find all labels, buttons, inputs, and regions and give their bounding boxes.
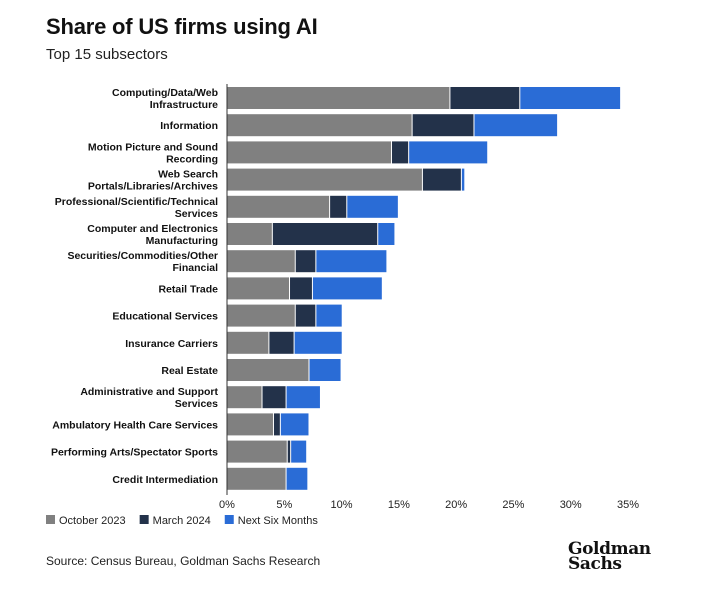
legend-swatch: [46, 515, 55, 524]
category-label: Ambulatory Health Care Services: [52, 419, 218, 431]
bar-segment: [409, 141, 488, 164]
bar-segment: [227, 440, 287, 463]
legend-label: Next Six Months: [238, 515, 319, 527]
category-label: Retail Trade: [158, 283, 218, 295]
bar-segment: [295, 250, 316, 273]
legend-label: March 2024: [153, 515, 211, 527]
x-tick-label: 0%: [219, 499, 235, 511]
category-label: Web Search: [158, 169, 218, 181]
category-label: Performing Arts/Spectator Sports: [51, 447, 218, 459]
bar-segment: [227, 304, 295, 327]
category-label: Services: [175, 208, 218, 220]
source-note: Source: Census Bureau, Goldman Sachs Res…: [46, 554, 321, 568]
bar-segment: [227, 359, 309, 381]
logo-line-2: Sachs: [568, 554, 622, 574]
bar-segment: [269, 331, 294, 354]
bar-segment: [227, 223, 272, 245]
bar-segment: [286, 467, 308, 490]
x-tick-label: 10%: [331, 499, 353, 511]
category-label: Insurance Carriers: [125, 338, 218, 350]
bar-segment: [291, 440, 307, 463]
category-label: Information: [160, 120, 218, 132]
legend-swatch: [224, 515, 234, 524]
logo-line-1: Goldman: [568, 539, 651, 559]
category-label: Computing/Data/Web: [112, 87, 218, 99]
bar-segment: [347, 195, 398, 218]
legend-label: October 2023: [59, 515, 126, 527]
category-label: Administrative and Support: [80, 386, 218, 398]
category-label: Portals/Libraries/Archives: [88, 181, 218, 193]
bar-segment: [227, 250, 295, 273]
bar-segment: [294, 331, 342, 354]
bar-segment: [391, 141, 409, 164]
x-tick-label: 35%: [617, 499, 639, 511]
bar-segment: [280, 413, 309, 436]
bar-segment: [227, 141, 391, 164]
category-label: Services: [175, 398, 218, 410]
chart-title: Share of US firms using AI: [46, 14, 318, 39]
category-label: Infrastructure: [150, 99, 218, 111]
category-label: Professional/Scientific/Technical: [55, 196, 218, 208]
bar-segment: [474, 114, 558, 137]
bar-segment: [316, 250, 387, 273]
bar-segment: [272, 223, 378, 245]
bar-segment: [273, 413, 280, 436]
bar-segment: [450, 87, 520, 109]
bar-segment: [461, 168, 465, 191]
bar-segment: [227, 195, 330, 218]
bar-segment: [227, 87, 450, 109]
bar-segment: [330, 195, 347, 218]
bar-segment: [422, 168, 461, 191]
x-tick-label: 15%: [388, 499, 410, 511]
category-label: Real Estate: [161, 365, 218, 377]
legend-swatch: [139, 515, 149, 524]
category-label: Manufacturing: [146, 235, 218, 247]
category-label: Computer and Electronics: [87, 223, 218, 235]
bar-segment: [286, 386, 320, 409]
bar-segment: [287, 440, 291, 463]
chart-subtitle: Top 15 subsectors: [46, 46, 168, 63]
bar-segment: [227, 413, 273, 436]
bar-segment: [227, 386, 262, 409]
bar-segment: [316, 304, 342, 327]
category-label: Financial: [172, 262, 218, 274]
bar-segment: [227, 114, 412, 137]
bar-segment: [227, 168, 422, 191]
category-label: Recording: [166, 153, 218, 165]
bar-segment: [227, 277, 290, 300]
x-tick-label: 30%: [560, 499, 582, 511]
bar-segment: [295, 304, 316, 327]
bar-segment: [227, 331, 269, 354]
x-tick-label: 20%: [445, 499, 467, 511]
bar-segment: [412, 114, 474, 137]
category-label: Securities/Commodities/Other: [67, 250, 218, 262]
x-tick-label: 25%: [502, 499, 524, 511]
x-tick-label: 5%: [276, 499, 292, 511]
category-label: Credit Intermediation: [112, 474, 218, 486]
bar-segment: [290, 277, 312, 300]
category-label: Motion Picture and Sound: [88, 141, 218, 153]
bar-segment: [262, 386, 286, 409]
bar-segment: [309, 359, 341, 381]
category-label: Educational Services: [112, 311, 218, 323]
bar-segment: [520, 87, 621, 109]
bar-segment: [378, 223, 395, 245]
bar-segment: [227, 467, 286, 490]
bar-segment: [312, 277, 382, 300]
goldman-sachs-logo: Goldman Sachs: [568, 539, 651, 574]
